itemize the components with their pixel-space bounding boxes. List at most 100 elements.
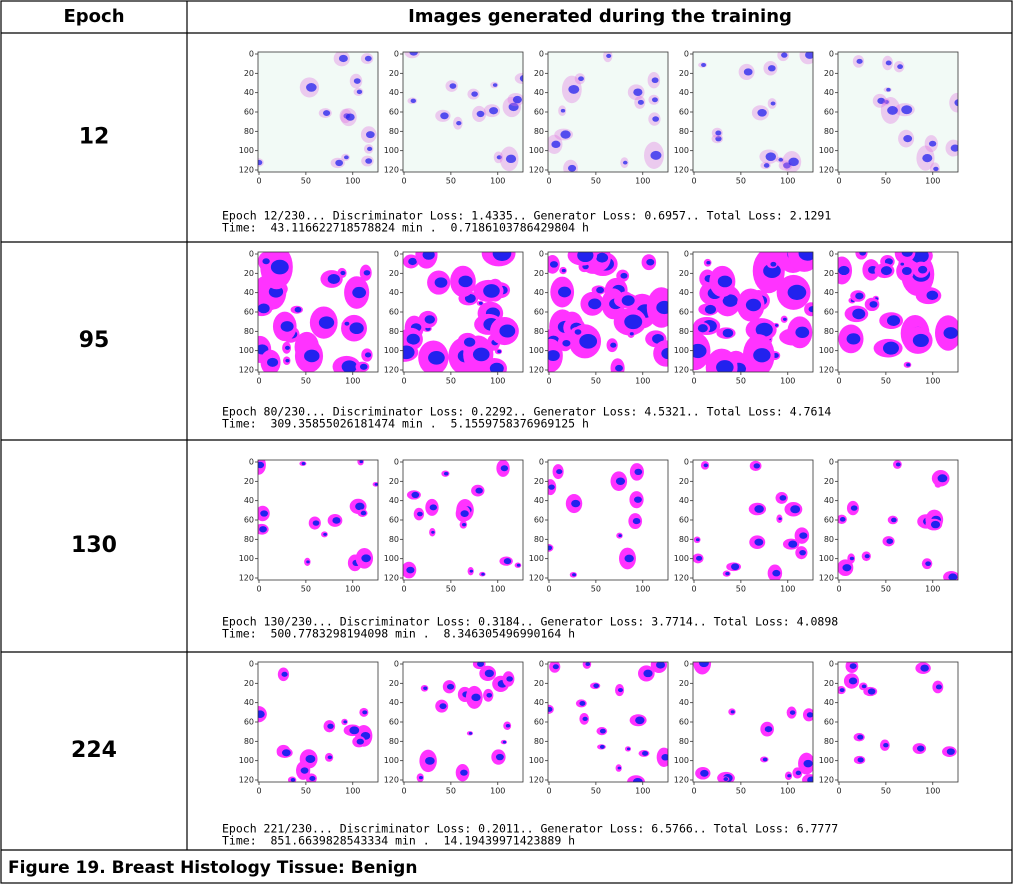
blob-core bbox=[560, 108, 566, 113]
blob-core bbox=[484, 669, 494, 678]
y-tick-label: 20 bbox=[389, 477, 399, 486]
image-background bbox=[548, 662, 668, 782]
y-tick-label: 80 bbox=[534, 737, 544, 746]
blob-core bbox=[632, 518, 641, 525]
generated-image bbox=[403, 460, 522, 579]
x-tick-label: 50 bbox=[881, 585, 891, 594]
blob-core bbox=[349, 322, 364, 335]
y-tick-label: 60 bbox=[824, 718, 834, 727]
blob-core bbox=[912, 333, 929, 347]
y-tick-label: 60 bbox=[824, 516, 834, 525]
y-tick-label: 100 bbox=[239, 554, 254, 563]
y-tick-label: 0 bbox=[684, 458, 689, 467]
blob-core bbox=[948, 573, 958, 580]
training-log: Time: 309.35855026181474 min . 5.1559758… bbox=[222, 417, 589, 431]
y-tick-label: 20 bbox=[389, 679, 399, 688]
blob-core bbox=[424, 315, 435, 324]
y-tick-label: 20 bbox=[824, 679, 834, 688]
blob-core bbox=[883, 341, 899, 355]
blob-core bbox=[617, 766, 622, 770]
x-tick-label: 100 bbox=[345, 177, 360, 186]
generated-image bbox=[698, 52, 813, 172]
blob-core bbox=[367, 146, 373, 152]
blob-core bbox=[906, 363, 911, 367]
blob-core bbox=[789, 710, 796, 715]
x-tick-label: 50 bbox=[881, 177, 891, 186]
x-tick-label: 100 bbox=[780, 585, 795, 594]
blob-core bbox=[901, 266, 912, 275]
blob-core bbox=[763, 263, 781, 279]
y-tick-label: 0 bbox=[684, 50, 689, 59]
blob-core bbox=[423, 686, 428, 690]
y-tick-label: 40 bbox=[389, 288, 399, 297]
blob-core bbox=[585, 662, 591, 667]
x-tick-label: 100 bbox=[925, 787, 940, 796]
blob-core bbox=[505, 154, 517, 164]
y-tick-label: 0 bbox=[394, 458, 399, 467]
blob-core bbox=[332, 517, 341, 524]
blob-core bbox=[886, 87, 891, 92]
blob-core bbox=[492, 83, 498, 87]
x-tick-label: 100 bbox=[490, 377, 505, 386]
y-tick-label: 60 bbox=[389, 108, 399, 117]
blob-core bbox=[891, 517, 897, 523]
blob-core bbox=[925, 561, 932, 567]
y-tick-label: 120 bbox=[819, 366, 834, 375]
y-tick-label: 40 bbox=[824, 698, 834, 707]
image-background bbox=[693, 460, 813, 580]
y-tick-label: 60 bbox=[389, 718, 399, 727]
blob-core bbox=[267, 357, 279, 367]
blob-core bbox=[578, 76, 584, 82]
y-tick-label: 0 bbox=[829, 250, 834, 259]
x-tick-label: 0 bbox=[256, 377, 261, 386]
x-tick-label: 50 bbox=[446, 177, 456, 186]
x-tick-label: 0 bbox=[836, 177, 841, 186]
y-tick-label: 60 bbox=[824, 108, 834, 117]
blob-core bbox=[464, 293, 476, 303]
y-tick-label: 20 bbox=[534, 69, 544, 78]
blob-core bbox=[661, 347, 668, 360]
x-tick-label: 0 bbox=[691, 585, 696, 594]
y-tick-label: 60 bbox=[824, 308, 834, 317]
y-tick-label: 60 bbox=[679, 516, 689, 525]
y-tick-label: 80 bbox=[389, 327, 399, 336]
epoch-label: 224 bbox=[71, 738, 117, 763]
x-tick-label: 50 bbox=[446, 377, 456, 386]
blob-core bbox=[460, 510, 469, 517]
generated-image bbox=[548, 52, 664, 172]
blob-core bbox=[656, 662, 666, 669]
blob-core bbox=[643, 669, 653, 678]
blob-core bbox=[456, 120, 462, 126]
y-tick-label: 40 bbox=[824, 88, 834, 97]
blob-core bbox=[285, 358, 290, 363]
y-tick-label: 20 bbox=[679, 269, 689, 278]
blob-core bbox=[765, 152, 777, 161]
blob-core bbox=[916, 745, 925, 752]
y-tick-label: 20 bbox=[244, 477, 254, 486]
x-tick-label: 100 bbox=[635, 787, 650, 796]
blob-core bbox=[861, 684, 867, 689]
y-tick-label: 80 bbox=[679, 737, 689, 746]
blob-core bbox=[304, 349, 320, 363]
blob-core bbox=[458, 275, 473, 288]
y-tick-label: 120 bbox=[674, 776, 689, 785]
epoch-label: 12 bbox=[79, 125, 110, 150]
blob-core bbox=[620, 272, 628, 279]
y-tick-label: 0 bbox=[829, 458, 834, 467]
y-tick-label: 60 bbox=[679, 308, 689, 317]
y-tick-label: 120 bbox=[819, 574, 834, 583]
blob-core bbox=[492, 252, 512, 261]
y-tick-label: 20 bbox=[534, 477, 544, 486]
x-tick-label: 100 bbox=[490, 177, 505, 186]
y-tick-label: 80 bbox=[534, 535, 544, 544]
blob-core bbox=[341, 360, 358, 372]
blob-core bbox=[848, 677, 858, 685]
blob-core bbox=[489, 362, 504, 372]
blob-core bbox=[782, 317, 787, 321]
blob-core bbox=[306, 560, 310, 564]
blob-core bbox=[624, 314, 643, 330]
blob-core bbox=[596, 286, 604, 294]
blob-core bbox=[290, 777, 296, 782]
y-tick-label: 80 bbox=[679, 535, 689, 544]
blob-core bbox=[349, 726, 360, 735]
